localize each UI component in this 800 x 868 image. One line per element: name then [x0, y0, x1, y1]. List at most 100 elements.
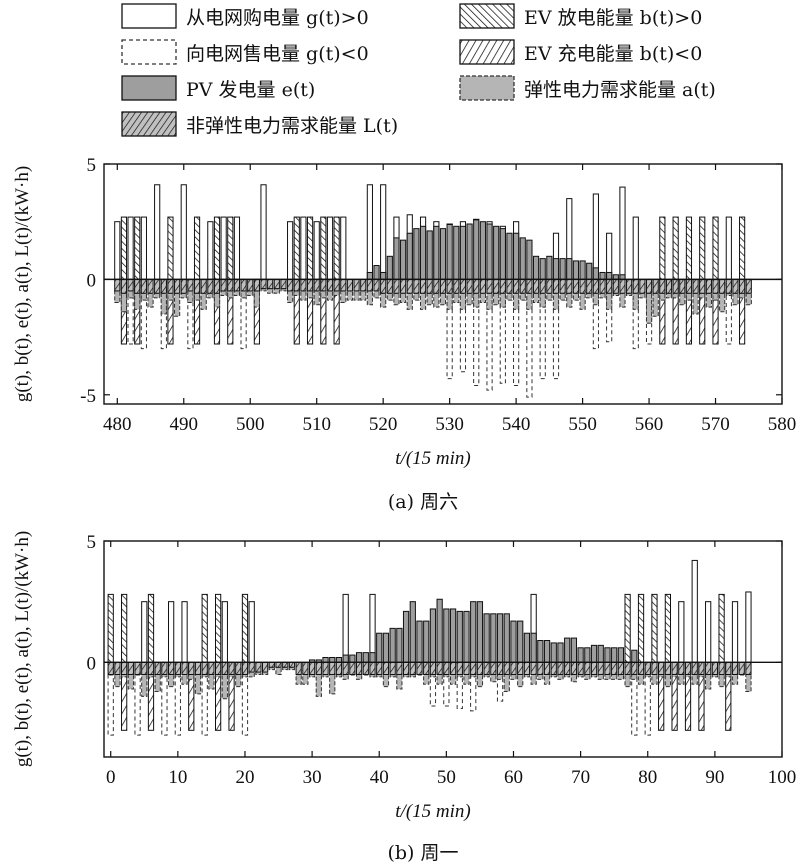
- bar-a-526: [419, 292, 427, 310]
- bar-a-534: [473, 292, 480, 308]
- bar-e-54: [470, 601, 477, 663]
- bar-b_pos-81: [651, 593, 658, 663]
- bar-L-516: [353, 278, 360, 292]
- bar-a-542: [526, 292, 533, 310]
- bar-g_pos-490: [180, 184, 187, 280]
- bar-a-520: [380, 292, 387, 308]
- legend-item-L: 非弹性电力需求能量 L(t): [121, 111, 398, 137]
- bar-L-540: [513, 278, 520, 294]
- bar-e-57: [490, 613, 497, 663]
- bar-b_pos-2: [121, 593, 128, 663]
- bar-L-17: [221, 661, 228, 675]
- bar-b_pos-495: [213, 216, 221, 280]
- y-tick-label: 5: [87, 532, 97, 553]
- x-tick-label: 520: [369, 414, 398, 435]
- bar-L-38: [362, 661, 369, 675]
- bar-a-497: [227, 290, 234, 299]
- bar-a-545: [546, 292, 553, 301]
- bar-L-534: [473, 278, 480, 294]
- bar-e-527: [426, 230, 433, 280]
- bar-b_pos-483: [134, 216, 141, 280]
- bar-L-555: [612, 278, 619, 294]
- bar-a-76: [617, 673, 625, 680]
- bar-g_pos-17: [221, 601, 228, 663]
- bar-a-495: [213, 292, 221, 308]
- bar-L-69: [570, 661, 578, 675]
- bar-L-522: [393, 278, 400, 294]
- bar-b_pos-564: [672, 216, 679, 280]
- legend-swatch-a: [459, 75, 515, 101]
- bar-L-497: [227, 278, 234, 292]
- bar-L-547: [559, 278, 566, 294]
- bar-e-38: [362, 652, 369, 663]
- bar-a-37: [355, 673, 363, 680]
- bar-L-22: [255, 661, 262, 673]
- bar-a-87: [691, 673, 698, 685]
- bar-e-40: [376, 632, 383, 663]
- bar-e-541: [519, 237, 526, 280]
- bar-a-61: [517, 673, 524, 688]
- bar-a-567: [692, 292, 699, 315]
- bar-a-31: [315, 673, 322, 697]
- bar-L-501: [253, 278, 260, 292]
- bar-L-485: [147, 278, 154, 294]
- legend-swatch-g_neg: [121, 39, 177, 65]
- bar-L-40: [376, 661, 383, 675]
- bar-e-550: [579, 260, 586, 280]
- bar-L-20: [241, 661, 249, 675]
- bar-a-573: [732, 292, 739, 306]
- bar-L-536: [486, 278, 493, 294]
- bar-g_pos-508: [300, 216, 307, 280]
- bar-L-89: [705, 661, 712, 675]
- bar-L-544: [539, 278, 546, 294]
- bar-L-571: [719, 278, 726, 294]
- x-tick-label: 90: [705, 767, 724, 788]
- bar-L-569: [705, 278, 712, 294]
- bar-e-36: [349, 654, 356, 663]
- bar-a-539: [506, 292, 513, 301]
- bar-L-43: [396, 661, 403, 675]
- bar-a-530: [446, 292, 453, 310]
- bar-L-570: [712, 278, 719, 294]
- bar-L-514: [340, 278, 347, 292]
- bar-g_pos-502: [260, 184, 267, 280]
- bar-e-50: [443, 608, 450, 663]
- x-tick-label: 70: [571, 767, 590, 788]
- legend-label-b_pos: EV 放电能量 b(t)>0: [524, 7, 702, 29]
- bar-e-46: [416, 620, 423, 663]
- bars: [107, 559, 752, 736]
- bar-e-519: [373, 265, 380, 280]
- bar-a-484: [140, 292, 147, 301]
- bar-a-570: [712, 292, 719, 301]
- bar-L-550: [579, 278, 586, 294]
- bar-a-89: [705, 673, 712, 690]
- bar-a-510: [313, 290, 320, 306]
- legend-swatch-L: [121, 111, 177, 137]
- legend-label-g_pos: 从电网购电量 g(t)>0: [186, 7, 369, 29]
- bar-a-85: [678, 673, 685, 685]
- bar-L-88: [698, 661, 705, 675]
- bar-L-68: [564, 661, 571, 675]
- bar-a-537: [493, 292, 500, 306]
- bar-g_pos-484: [140, 216, 147, 280]
- bar-g_pos-552: [592, 193, 599, 280]
- bar-a-575: [745, 292, 752, 306]
- bar-L-561: [652, 278, 659, 294]
- bar-e-33: [329, 656, 336, 663]
- bar-e-59: [503, 613, 510, 663]
- bar-L-59: [503, 661, 510, 675]
- bar-a-574: [739, 292, 746, 299]
- bar-a-509: [306, 290, 314, 299]
- bar-L-16: [215, 661, 222, 675]
- bar-L-77: [624, 661, 631, 675]
- bar-a-515: [346, 290, 354, 301]
- bar-a-568: [699, 292, 706, 299]
- bar-L-13: [194, 661, 202, 675]
- bar-e-74: [604, 647, 611, 663]
- x-tick-label: 10: [168, 767, 187, 788]
- bar-L-552: [592, 278, 599, 294]
- bar-L-34: [335, 661, 343, 675]
- bar-a-522: [393, 292, 400, 306]
- bar-e-525: [413, 228, 420, 280]
- bar-L-520: [380, 278, 387, 294]
